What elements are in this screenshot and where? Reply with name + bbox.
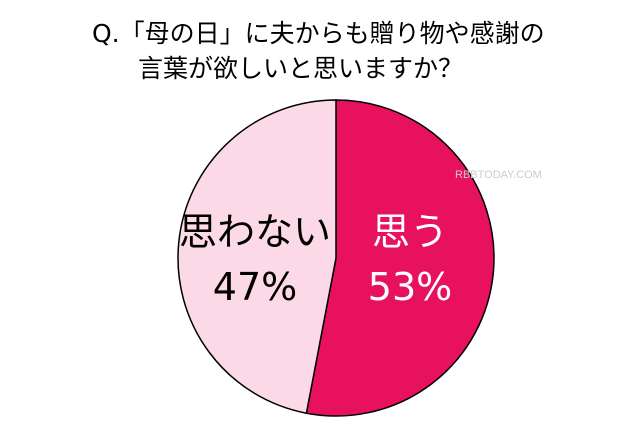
- slice-label-1: 思わない: [179, 210, 331, 254]
- pie-slice-1: [177, 99, 337, 415]
- chart-title-line-1: Q.「母の日」に夫からも贈り物や感謝の: [92, 19, 545, 48]
- watermark: RBBTODAY.COM: [455, 169, 542, 181]
- chart-title-line-2: 言葉が欲しいと思いますか？: [138, 54, 463, 83]
- slice-value-1: 47%: [213, 265, 297, 309]
- pie-slice-0: [305, 99, 495, 417]
- slice-label-0: 思う: [372, 210, 448, 254]
- slice-value-0: 53%: [368, 265, 452, 309]
